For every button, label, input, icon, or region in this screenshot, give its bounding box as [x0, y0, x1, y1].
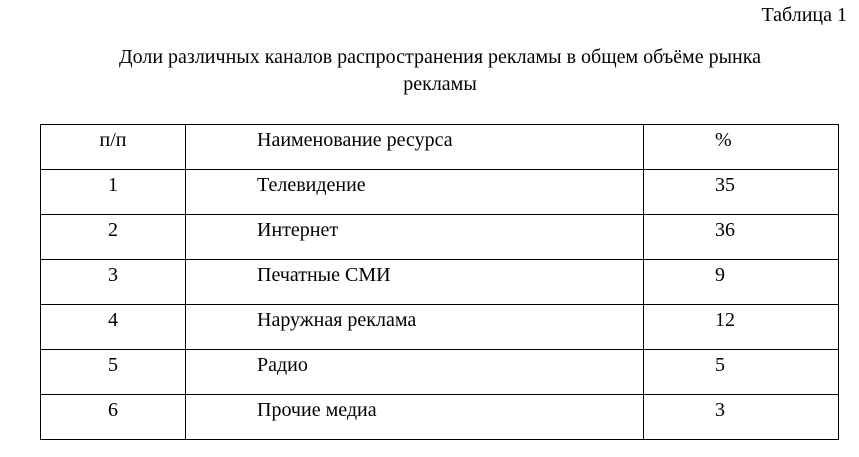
cell-resource-name: Телевидение	[185, 169, 644, 215]
table-title: Доли различных каналов распространения р…	[118, 46, 762, 95]
header-resource-name: Наименование ресурса	[185, 124, 644, 170]
cell-percent: 36	[643, 214, 839, 260]
table-row: 2 Интернет 36	[40, 214, 839, 260]
table-row: 3 Печатные СМИ 9	[40, 259, 839, 305]
cell-number: 6	[40, 394, 186, 440]
cell-number: 2	[40, 214, 186, 260]
cell-resource-name: Печатные СМИ	[185, 259, 644, 305]
table-row: 5 Радио 5	[40, 349, 839, 395]
cell-percent: 5	[643, 349, 839, 395]
table-header-row: п/п Наименование ресурса %	[40, 124, 839, 170]
header-percent: %	[643, 124, 839, 170]
table-row: 1 Телевидение 35	[40, 169, 839, 215]
cell-percent: 9	[643, 259, 839, 305]
cell-number: 4	[40, 304, 186, 350]
cell-percent: 12	[643, 304, 839, 350]
cell-resource-name: Прочие медиа	[185, 394, 644, 440]
table-caption: Таблица 1	[761, 4, 847, 26]
table-row: 4 Наружная реклама 12	[40, 304, 839, 350]
cell-percent: 35	[643, 169, 839, 215]
cell-resource-name: Радио	[185, 349, 644, 395]
advertising-share-table: п/п Наименование ресурса % 1 Телевидение 3…	[40, 124, 839, 440]
cell-percent: 3	[643, 394, 839, 440]
table-row: 6 Прочие медиа 3	[40, 394, 839, 440]
cell-resource-name: Интернет	[185, 214, 644, 260]
cell-number: 3	[40, 259, 186, 305]
cell-number: 1	[40, 169, 186, 215]
cell-number: 5	[40, 349, 186, 395]
header-number: п/п	[40, 124, 186, 170]
cell-resource-name: Наружная реклама	[185, 304, 644, 350]
